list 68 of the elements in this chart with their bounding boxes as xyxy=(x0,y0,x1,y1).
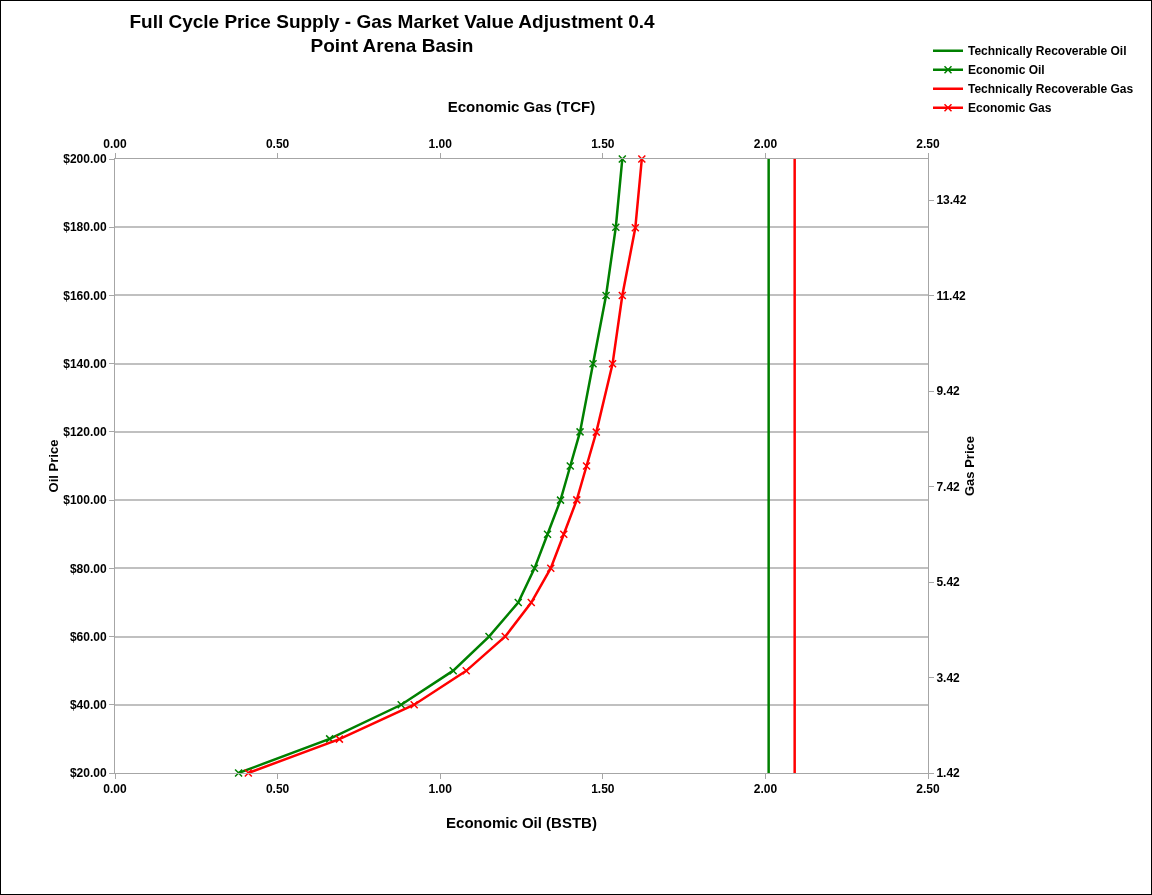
point xyxy=(500,632,510,641)
point xyxy=(234,768,243,778)
y-tick-label: $180.00 xyxy=(63,220,107,235)
x2-tick-label: 0.50 xyxy=(265,782,290,797)
x2-tick-label: 2.00 xyxy=(753,782,778,797)
y-tick-label: $120.00 xyxy=(63,425,107,440)
point xyxy=(566,461,575,471)
point xyxy=(592,427,601,437)
y-tick-label: $60.00 xyxy=(69,629,107,644)
legend-label: Economic Oil xyxy=(968,63,1045,78)
point xyxy=(618,291,627,300)
y2-tick-label: 7.42 xyxy=(936,479,961,494)
point xyxy=(575,427,585,437)
point xyxy=(514,598,523,607)
point xyxy=(631,223,640,232)
x2-tick-label: 1.00 xyxy=(428,782,453,797)
point xyxy=(325,734,334,744)
y2-tick-label: 3.42 xyxy=(936,670,961,685)
y-tick-label: $20.00 xyxy=(69,766,107,781)
point xyxy=(396,700,406,710)
y-tick-label: $140.00 xyxy=(63,356,107,371)
point xyxy=(588,359,598,368)
legend-label: Economic Gas xyxy=(968,101,1052,116)
x-axis-title: Economic Oil (BSTB) xyxy=(446,814,597,831)
point xyxy=(637,154,647,164)
y2-tick-label: 11.42 xyxy=(936,288,967,303)
y2-tick-label: 5.42 xyxy=(936,575,961,590)
x-tick-label: 2.50 xyxy=(916,137,940,152)
point xyxy=(608,359,617,369)
x2-axis-title: Economic Gas (TCF) xyxy=(447,97,596,115)
point xyxy=(601,291,611,300)
x-tick-label: 1.50 xyxy=(591,137,615,152)
point xyxy=(409,700,419,709)
x2-tick-label: 0.00 xyxy=(103,782,127,797)
x-tick-label: 1.00 xyxy=(428,137,453,152)
x2-tick-label: 2.50 xyxy=(916,782,940,797)
point xyxy=(572,495,582,505)
y-axis-title: Oil Price xyxy=(46,439,62,493)
y2-tick-label: 13.42 xyxy=(936,193,967,208)
y-tick-label: $40.00 xyxy=(69,697,107,712)
point xyxy=(530,564,539,573)
legend-label: Technically Recoverable Oil xyxy=(968,44,1127,59)
y-tick-label: $100.00 xyxy=(63,493,107,508)
y-tick-label: $160.00 xyxy=(63,288,107,303)
point xyxy=(244,768,253,778)
y-tick-label: $80.00 xyxy=(69,561,107,576)
chart-title: Full Cycle Price Supply - Gas Market Value Adjustment 0.4 Point Arena Basin xyxy=(129,10,655,57)
x-tick-label: 2.00 xyxy=(753,137,778,152)
y2-tick-label: 9.42 xyxy=(936,384,961,399)
point xyxy=(618,154,627,164)
legend-label: Technically Recoverable Gas xyxy=(968,82,1134,97)
point xyxy=(527,598,536,607)
y2-tick-label: 1.42 xyxy=(936,766,961,781)
point xyxy=(556,495,565,505)
point xyxy=(448,666,458,675)
point xyxy=(559,530,569,539)
point xyxy=(335,734,344,744)
x-tick-label: 0.00 xyxy=(103,137,127,152)
y-tick-label: $200.00 xyxy=(63,152,107,167)
x-tick-label: 0.50 xyxy=(265,137,290,152)
point xyxy=(484,632,494,641)
point xyxy=(543,529,552,539)
y2-axis-title: Gas Price xyxy=(962,436,978,496)
point xyxy=(582,461,591,471)
point xyxy=(611,222,621,232)
point xyxy=(461,666,471,676)
x2-tick-label: 1.50 xyxy=(591,782,615,797)
point xyxy=(546,563,556,573)
